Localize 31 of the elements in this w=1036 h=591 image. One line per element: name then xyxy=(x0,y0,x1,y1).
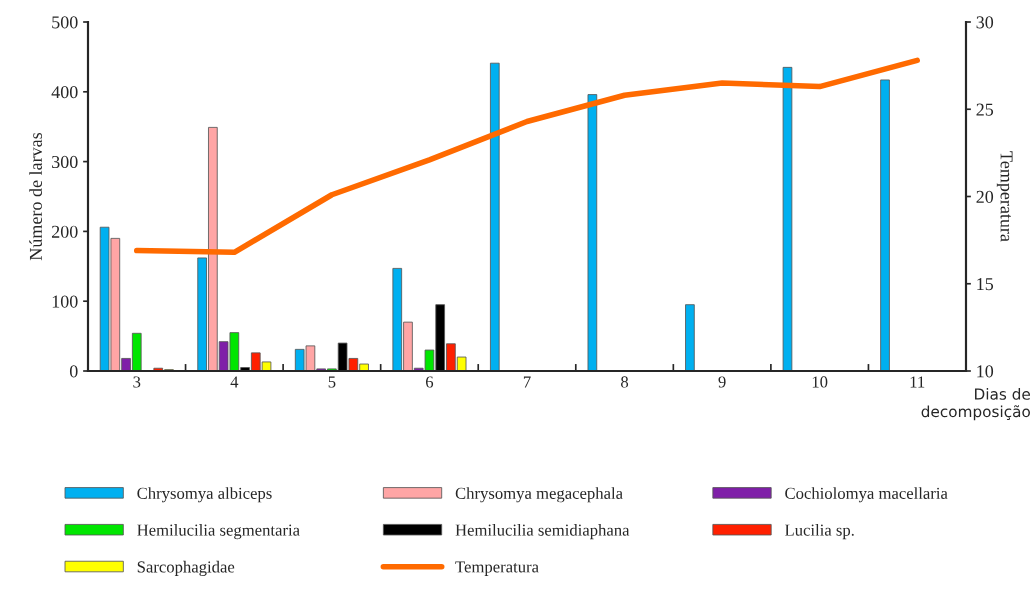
x-tick-label: 11 xyxy=(910,376,925,388)
legend-label: Lucilia sp. xyxy=(785,524,854,540)
legend-label: Temperatura xyxy=(455,561,539,576)
y-tick-label: 0 xyxy=(69,365,78,378)
x-axis-title: Dias de decomposição xyxy=(921,388,1031,421)
y2-tick-label: 30 xyxy=(976,16,994,29)
x-tick-label: 10 xyxy=(812,376,828,388)
x-tick-label: 4 xyxy=(230,376,239,388)
legend-label: Chrysomya megacephala xyxy=(455,487,623,503)
y2-tick-label: 20 xyxy=(976,190,994,203)
y2-tick-label: 25 xyxy=(976,103,994,116)
y2-tick-label: 10 xyxy=(977,365,994,378)
y2-tick-label: 15 xyxy=(977,278,994,291)
x-tick-label: 9 xyxy=(718,376,726,388)
legend-label: Hemilucilia semidiaphana xyxy=(455,524,630,540)
y-axis-title: Número de larvas xyxy=(29,132,42,261)
x-tick-label: 6 xyxy=(425,376,434,388)
y-tick-label: 500 xyxy=(52,16,78,29)
legend-label: Chrysomya albiceps xyxy=(137,487,272,503)
x-tick-label: 7 xyxy=(523,376,531,388)
legend-label: Cochiolomya macellaria xyxy=(785,487,948,503)
x-tick-label: 5 xyxy=(328,376,336,388)
x-tick-label: 3 xyxy=(133,376,141,388)
y-tick-label: 400 xyxy=(51,86,78,99)
y-tick-label: 200 xyxy=(51,225,78,238)
legend-label: Sarcophagidae xyxy=(137,560,235,576)
legend-label: Hemilucilia segmentaria xyxy=(137,524,300,540)
y-tick-label: 300 xyxy=(52,155,78,169)
x-tick-label: 8 xyxy=(621,376,629,388)
y-tick-label: 100 xyxy=(52,295,78,308)
y2-axis-title: Temperatura xyxy=(996,151,1013,242)
